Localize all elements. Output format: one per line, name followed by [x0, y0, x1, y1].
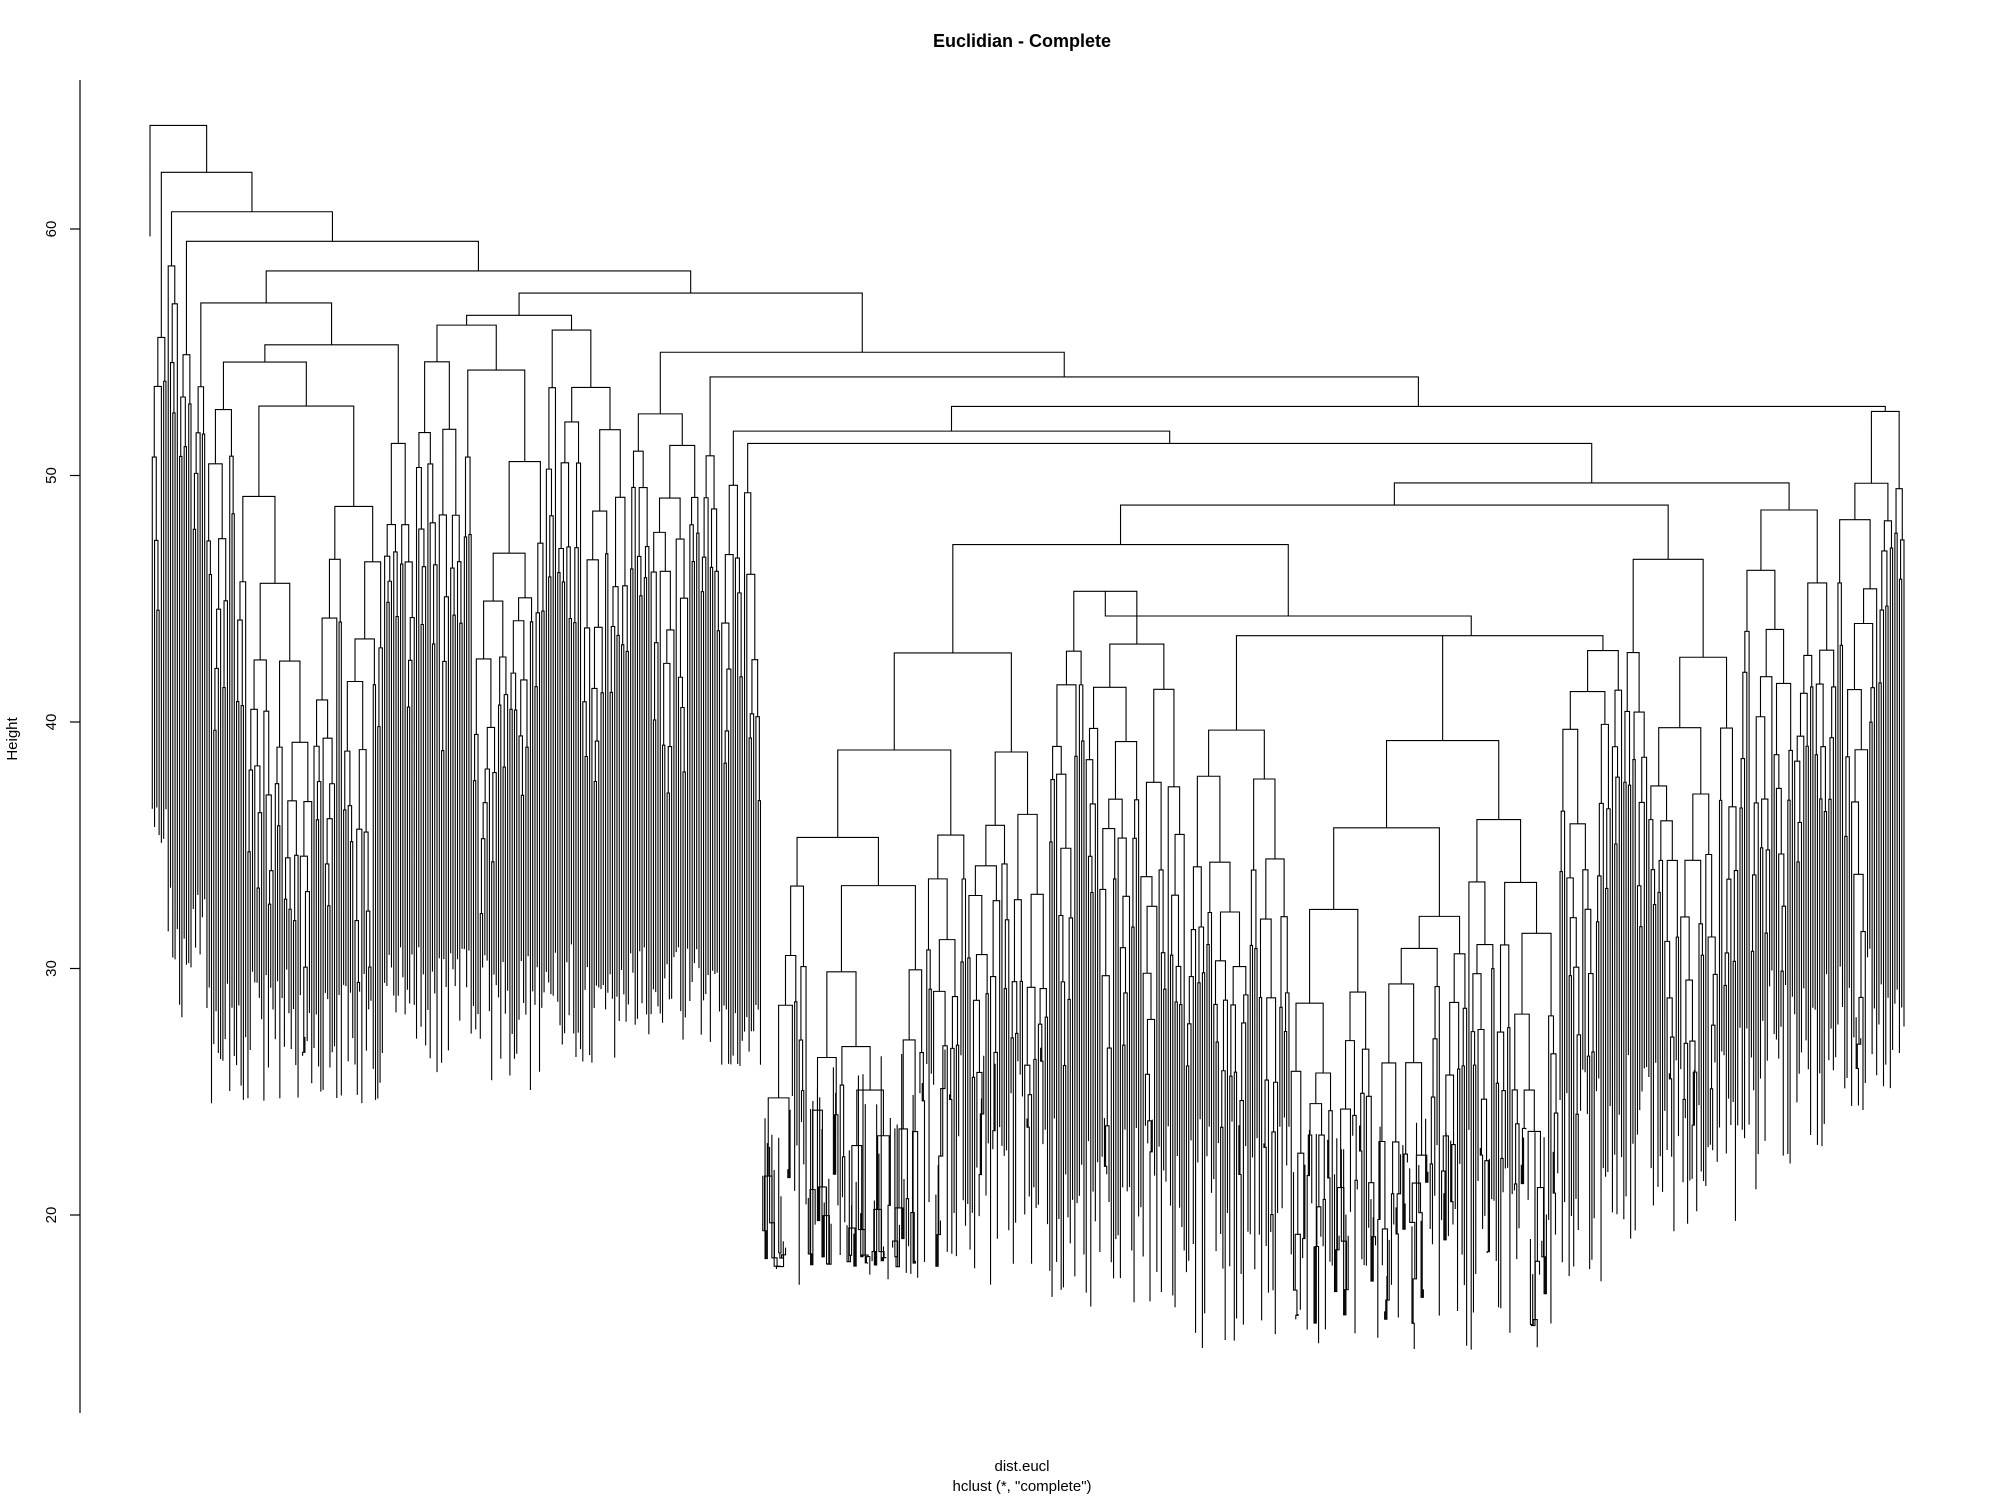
y-tick-label: 20	[43, 1207, 60, 1224]
y-tick-label: 50	[43, 467, 60, 484]
chart-title: Euclidian - Complete	[933, 31, 1111, 51]
x-axis-label: dist.eucl	[994, 1458, 1049, 1475]
dendrogram-tree	[149, 124, 1905, 1350]
dendrogram-branches	[149, 124, 1905, 1350]
x-axis-subtitle: hclust (*, "complete")	[952, 1478, 1091, 1495]
y-tick-label: 40	[43, 714, 60, 731]
y-axis: 20 30 40 50 60	[43, 80, 81, 1413]
y-tick-label: 30	[43, 960, 60, 977]
y-tick-label: 60	[43, 221, 60, 238]
y-axis-label: Height	[4, 716, 21, 760]
